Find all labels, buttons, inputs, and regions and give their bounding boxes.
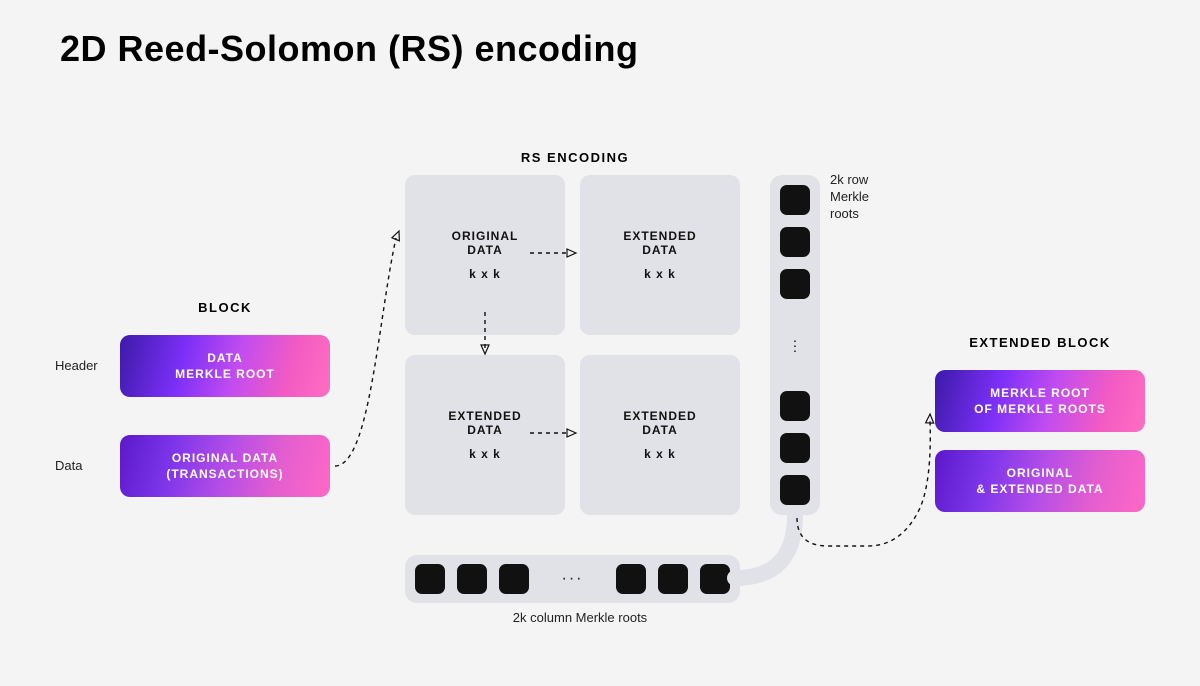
tile-br-line2: DATA: [642, 423, 678, 437]
row-root-square: [780, 185, 810, 215]
block-data-line2: (TRANSACTIONS): [166, 466, 283, 482]
section-ext-label: EXTENDED BLOCK: [940, 335, 1140, 350]
section-block-label: BLOCK: [165, 300, 285, 315]
arrowhead-tl-bl: [481, 345, 489, 354]
arrowhead-roots-to-ext: [926, 414, 934, 423]
tile-bl-line1: EXTENDED: [448, 409, 521, 423]
page-title: 2D Reed-Solomon (RS) encoding: [60, 28, 639, 70]
hdots: ···: [562, 575, 584, 583]
root-connector: [735, 515, 795, 578]
tile-extended-br: EXTENDED DATA k x k: [580, 355, 740, 515]
tile-extended-tr: EXTENDED DATA k x k: [580, 175, 740, 335]
tile-bl-line2: DATA: [467, 423, 503, 437]
block-header-line2: MERKLE ROOT: [175, 366, 275, 382]
row-root-square: [780, 269, 810, 299]
tile-extended-bl: EXTENDED DATA k x k: [405, 355, 565, 515]
header-side-label: Header: [55, 358, 98, 373]
ext-data-line1: ORIGINAL: [1007, 465, 1074, 481]
col-roots-row: ···: [405, 555, 740, 603]
ext-header-line1: MERKLE ROOT: [990, 385, 1090, 401]
data-side-label: Data: [55, 458, 82, 473]
col-root-square: [457, 564, 487, 594]
vdots: ···: [793, 338, 798, 353]
block-data-line1: ORIGINAL DATA: [172, 450, 278, 466]
ext-data-line2: & EXTENDED DATA: [976, 481, 1103, 497]
tile-tr-dim: k x k: [644, 267, 676, 281]
tile-br-line1: EXTENDED: [623, 409, 696, 423]
row-root-square: [780, 433, 810, 463]
ext-header-line2: OF MERKLE ROOTS: [974, 401, 1106, 417]
tile-tl-dim: k x k: [469, 267, 501, 281]
row-root-square: [780, 391, 810, 421]
tile-bl-dim: k x k: [469, 447, 501, 461]
tile-original: ORIGINAL DATA k x k: [405, 175, 565, 335]
row-root-square: [780, 227, 810, 257]
col-root-square: [658, 564, 688, 594]
section-rs-label: RS ENCODING: [500, 150, 650, 165]
row-roots-label: 2k row Merkle roots: [830, 172, 900, 223]
tile-br-dim: k x k: [644, 447, 676, 461]
tile-tl-line1: ORIGINAL: [452, 229, 519, 243]
arrowhead-tl-tr: [567, 249, 576, 257]
row-roots-column: ···: [770, 175, 820, 515]
block-header-box: DATA MERKLE ROOT: [120, 335, 330, 397]
col-roots-label: 2k column Merkle roots: [490, 610, 670, 625]
col-root-square: [415, 564, 445, 594]
arrowhead-block-to-tile: [392, 230, 403, 241]
col-root-square: [616, 564, 646, 594]
arrow-block-to-tile: [335, 238, 396, 466]
ext-header-box: MERKLE ROOT OF MERKLE ROOTS: [935, 370, 1145, 432]
row-root-square: [780, 475, 810, 505]
block-data-box: ORIGINAL DATA (TRANSACTIONS): [120, 435, 330, 497]
ext-data-box: ORIGINAL & EXTENDED DATA: [935, 450, 1145, 512]
tile-tl-line2: DATA: [467, 243, 503, 257]
col-root-square: [700, 564, 730, 594]
tile-tr-line2: DATA: [642, 243, 678, 257]
arrowhead-bl-br: [567, 429, 576, 437]
block-header-line1: DATA: [207, 350, 243, 366]
col-root-square: [499, 564, 529, 594]
tile-tr-line1: EXTENDED: [623, 229, 696, 243]
